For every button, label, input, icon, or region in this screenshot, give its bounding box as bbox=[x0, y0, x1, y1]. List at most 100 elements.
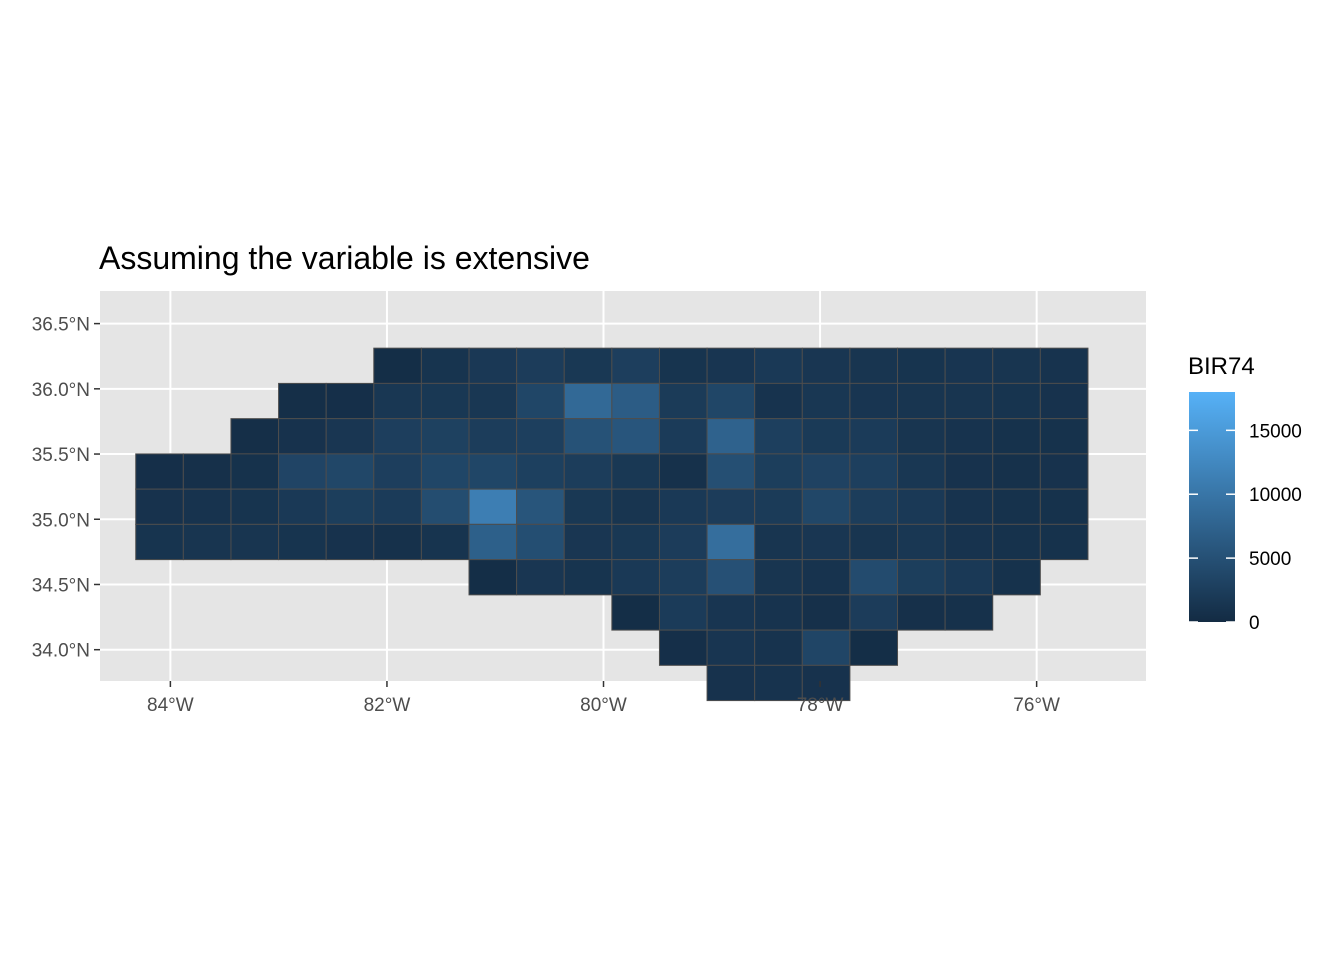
color-legend: BIR74 0 5000 10000 15000 bbox=[1188, 353, 1302, 634]
grid-cell bbox=[516, 488, 565, 525]
grid-cell bbox=[182, 488, 232, 525]
grid-cell bbox=[1039, 488, 1089, 525]
grid-cell bbox=[897, 594, 946, 631]
grid-cell bbox=[754, 664, 803, 702]
grid-cell bbox=[373, 347, 422, 384]
grid-cell bbox=[325, 453, 375, 490]
legend-colorbar bbox=[1189, 392, 1235, 622]
x-tick-label: 80°W bbox=[580, 695, 627, 716]
grid-cell bbox=[849, 453, 899, 490]
grid-cell bbox=[1039, 347, 1089, 384]
grid-cell bbox=[801, 488, 851, 525]
grid-cell bbox=[135, 488, 184, 525]
grid-cell bbox=[563, 559, 613, 596]
grid-cell bbox=[801, 347, 851, 384]
grid-cell bbox=[897, 559, 946, 596]
grid-cell bbox=[992, 347, 1041, 384]
grid-cell bbox=[1039, 418, 1089, 455]
grid-cell bbox=[468, 453, 518, 490]
grid-cell bbox=[754, 523, 803, 561]
grid-cell bbox=[992, 418, 1041, 455]
grid-cell bbox=[611, 382, 660, 420]
grid-cell bbox=[325, 488, 375, 525]
grid-cell bbox=[658, 488, 708, 525]
grid-cell bbox=[516, 453, 565, 490]
grid-cell bbox=[611, 523, 660, 561]
legend-label: 10000 bbox=[1249, 485, 1302, 506]
grid-cell bbox=[849, 488, 899, 525]
grid-cell bbox=[230, 523, 280, 561]
grid-cell bbox=[754, 453, 803, 490]
grid-cell bbox=[1039, 523, 1089, 561]
grid-cell bbox=[420, 453, 470, 490]
grid-cell bbox=[658, 382, 708, 420]
grid-cell bbox=[1039, 382, 1089, 420]
grid-cell bbox=[754, 382, 803, 420]
grid-cell bbox=[801, 418, 851, 455]
grid-cell bbox=[706, 559, 756, 596]
x-tick-label: 84°W bbox=[147, 695, 194, 716]
y-tick-label: 36.5°N bbox=[32, 315, 90, 336]
grid-cell bbox=[135, 523, 184, 561]
grid-cell bbox=[658, 629, 708, 666]
grid-cell bbox=[944, 594, 994, 631]
grid-cell bbox=[563, 488, 613, 525]
grid-cell bbox=[420, 523, 470, 561]
grid-cell bbox=[992, 453, 1041, 490]
grid-cell bbox=[801, 453, 851, 490]
x-tick-label: 78°W bbox=[797, 695, 844, 716]
legend-label: 15000 bbox=[1249, 421, 1302, 442]
grid-cell bbox=[373, 453, 422, 490]
grid-cell bbox=[706, 523, 756, 561]
grid-cell bbox=[658, 559, 708, 596]
legend-title: BIR74 bbox=[1188, 353, 1255, 380]
grid-cell bbox=[468, 559, 518, 596]
legend-ticks: 0 5000 10000 15000 bbox=[1189, 421, 1302, 634]
y-tick-label: 34.0°N bbox=[32, 641, 90, 662]
grid-cell bbox=[706, 629, 756, 666]
map-title: Assuming the variable is extensive bbox=[99, 240, 590, 276]
grid-cell bbox=[278, 523, 327, 561]
grid-cell bbox=[706, 347, 756, 384]
grid-cell bbox=[801, 594, 851, 631]
grid-cell bbox=[992, 559, 1041, 596]
grid-cell bbox=[420, 347, 470, 384]
grid-cell bbox=[611, 594, 660, 631]
grid-cell bbox=[658, 523, 708, 561]
grid-cell bbox=[706, 418, 756, 455]
grid-cell bbox=[420, 418, 470, 455]
grid-cell bbox=[897, 453, 946, 490]
grid-cell bbox=[230, 453, 280, 490]
grid-cell bbox=[278, 382, 327, 420]
grid-cell bbox=[325, 418, 375, 455]
grid-cell bbox=[325, 382, 375, 420]
grid-cell bbox=[897, 523, 946, 561]
grid-cell bbox=[801, 523, 851, 561]
grid-cell bbox=[944, 559, 994, 596]
grid-cell bbox=[420, 382, 470, 420]
grid-cell bbox=[849, 347, 899, 384]
grid-cell bbox=[658, 347, 708, 384]
x-tick-label: 76°W bbox=[1013, 695, 1060, 716]
y-tick-label: 34.5°N bbox=[32, 575, 90, 596]
grid-cell bbox=[468, 347, 518, 384]
grid-cell bbox=[944, 523, 994, 561]
grid-cell bbox=[182, 523, 232, 561]
grid-cell bbox=[468, 418, 518, 455]
x-axis: 84°W 82°W 80°W 78°W 76°W bbox=[147, 681, 1060, 716]
grid-cell bbox=[230, 418, 280, 455]
grid-cell bbox=[992, 488, 1041, 525]
grid-cell bbox=[563, 347, 613, 384]
grid-cell bbox=[944, 488, 994, 525]
grid-cell bbox=[754, 559, 803, 596]
grid-cell bbox=[849, 418, 899, 455]
x-tick-label: 82°W bbox=[364, 695, 411, 716]
grid-cell bbox=[944, 453, 994, 490]
grid-cell bbox=[373, 382, 422, 420]
grid-cell bbox=[658, 453, 708, 490]
grid-cell bbox=[516, 523, 565, 561]
grid-cell bbox=[754, 347, 803, 384]
grid-cell bbox=[230, 488, 280, 525]
grid-cell bbox=[278, 418, 327, 455]
grid-cell bbox=[373, 418, 422, 455]
